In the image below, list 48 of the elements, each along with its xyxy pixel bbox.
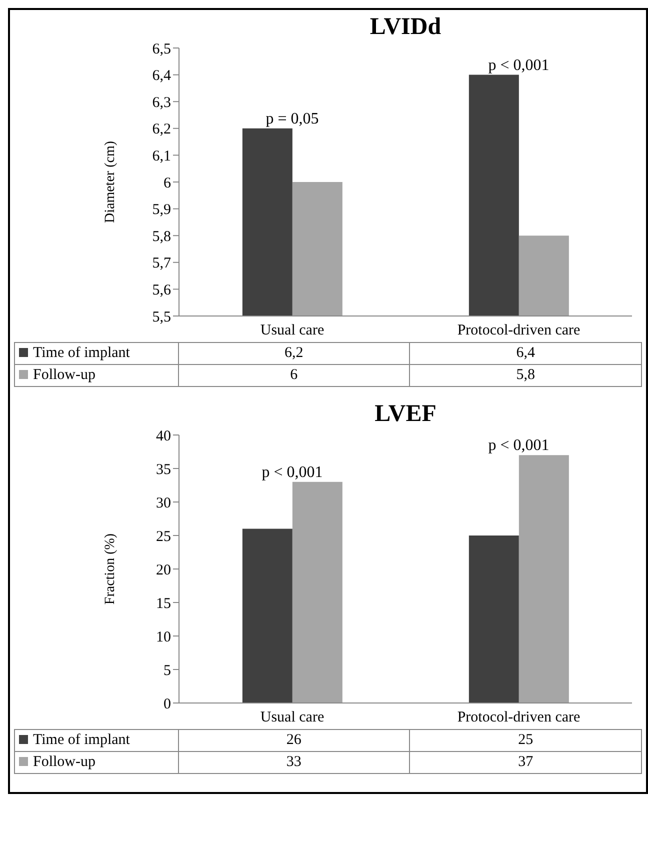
y-tick-label: 5,8 (152, 228, 171, 245)
data-label: 37 (410, 752, 642, 774)
y-tick-label: 5,9 (152, 202, 171, 218)
data-label: 5,8 (410, 364, 642, 386)
legend-label: Time of implant (14, 342, 178, 364)
x-tick-label: Usual care (260, 710, 324, 726)
data-label: 6,4 (410, 342, 642, 364)
y-tick-label: 6 (164, 175, 172, 192)
y-tick-label: 15 (156, 596, 171, 612)
y-axis-title: Diameter (cm) (102, 140, 118, 224)
y-tick-label: 25 (156, 528, 171, 545)
data-label: 33 (178, 752, 410, 774)
y-tick-label: 5,6 (152, 282, 172, 299)
y-tick-label: 40 (156, 428, 171, 444)
x-tick-label: Usual care (260, 322, 324, 339)
y-tick-label: 20 (156, 562, 171, 578)
x-tick-label: Protocol-driven care (457, 322, 581, 339)
annotation: p < 0,001 (262, 464, 323, 481)
y-tick-label: 35 (156, 462, 171, 478)
data-label: 26 (178, 730, 410, 752)
data-label: 6 (178, 364, 410, 386)
y-tick-label: 5,5 (152, 309, 171, 326)
legend-label: Follow-up (14, 364, 178, 386)
x-tick-label: Protocol-driven care (457, 710, 581, 726)
y-tick-label: 6,5 (152, 41, 171, 58)
bar (468, 536, 519, 703)
annotation: p = 0,05 (266, 110, 319, 128)
y-tick-label: 6,4 (152, 68, 172, 84)
y-axis-title: Fraction (%) (102, 533, 118, 605)
y-tick-label: 6,2 (152, 122, 171, 138)
y-tick-label: 6,1 (152, 148, 171, 165)
legend-label: Time of implant (14, 730, 178, 752)
legend-label: Follow-up (14, 752, 178, 774)
y-tick-label: 30 (156, 495, 171, 512)
bar (292, 482, 342, 703)
bar (242, 528, 292, 703)
data-label: 25 (410, 730, 642, 752)
y-tick-label: 6,3 (152, 94, 171, 111)
data-label: 6,2 (178, 342, 410, 364)
y-tick-label: 5,7 (152, 256, 172, 272)
y-tick-label: 10 (156, 629, 171, 646)
bar (518, 455, 569, 703)
annotation: p < 0,001 (488, 56, 550, 74)
y-tick-label: 5 (164, 662, 171, 679)
chart-title: LVIDd (368, 14, 442, 42)
annotation: p < 0,001 (488, 437, 550, 454)
chart-title: LVEF (374, 401, 438, 429)
y-tick-label: 0 (164, 696, 171, 712)
